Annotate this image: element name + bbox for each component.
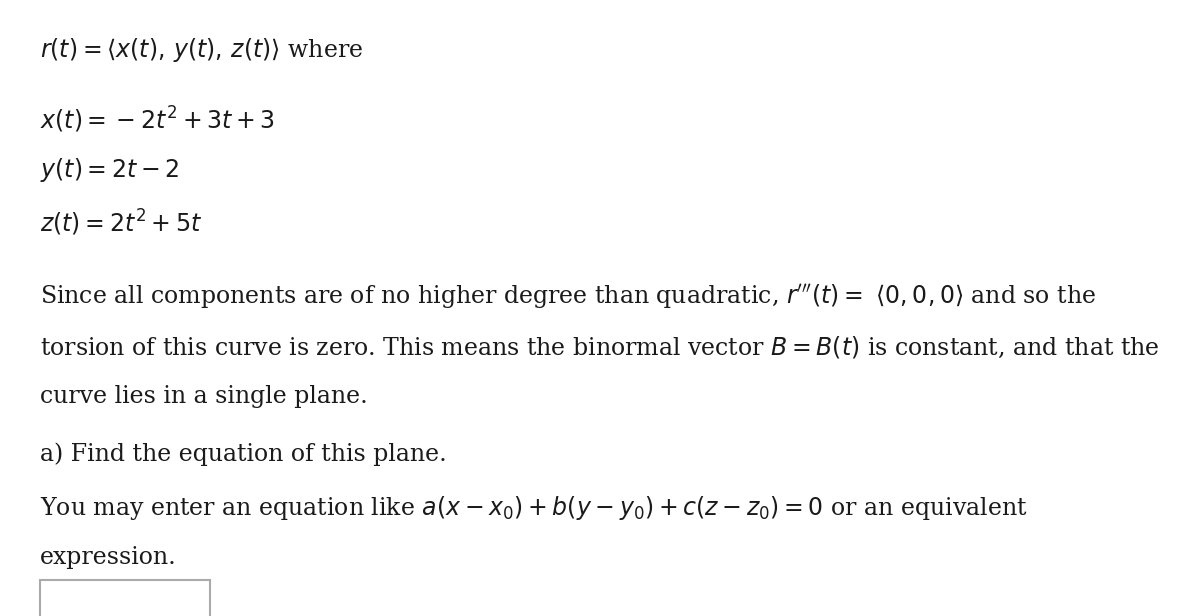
Text: torsion of this curve is zero. This means the binormal vector $B = B(t)$ is cons: torsion of this curve is zero. This mean… [41, 334, 1159, 360]
Text: You may enter an equation like $a(x - x_0) + b(y - y_0) + c(z - z_0) = 0$ or an : You may enter an equation like $a(x - x_… [41, 494, 1027, 522]
Text: $y(t) = 2t - 2$: $y(t) = 2t - 2$ [41, 156, 179, 184]
Text: $x(t) = -2t^2 + 3t + 3$: $x(t) = -2t^2 + 3t + 3$ [41, 105, 275, 135]
Text: curve lies in a single plane.: curve lies in a single plane. [41, 385, 368, 408]
FancyBboxPatch shape [41, 580, 210, 616]
Text: a) Find the equation of this plane.: a) Find the equation of this plane. [41, 442, 446, 466]
Text: Since all components are of no higher degree than quadratic, $r'''(t) = \ \langl: Since all components are of no higher de… [41, 282, 1097, 310]
Text: $z(t) = 2t^2 + 5t$: $z(t) = 2t^2 + 5t$ [41, 208, 203, 238]
Text: $r(t) = \langle x(t),\, y(t),\, z(t)\rangle$ where: $r(t) = \langle x(t),\, y(t),\, z(t)\ran… [41, 36, 364, 64]
Text: expression.: expression. [41, 546, 176, 569]
